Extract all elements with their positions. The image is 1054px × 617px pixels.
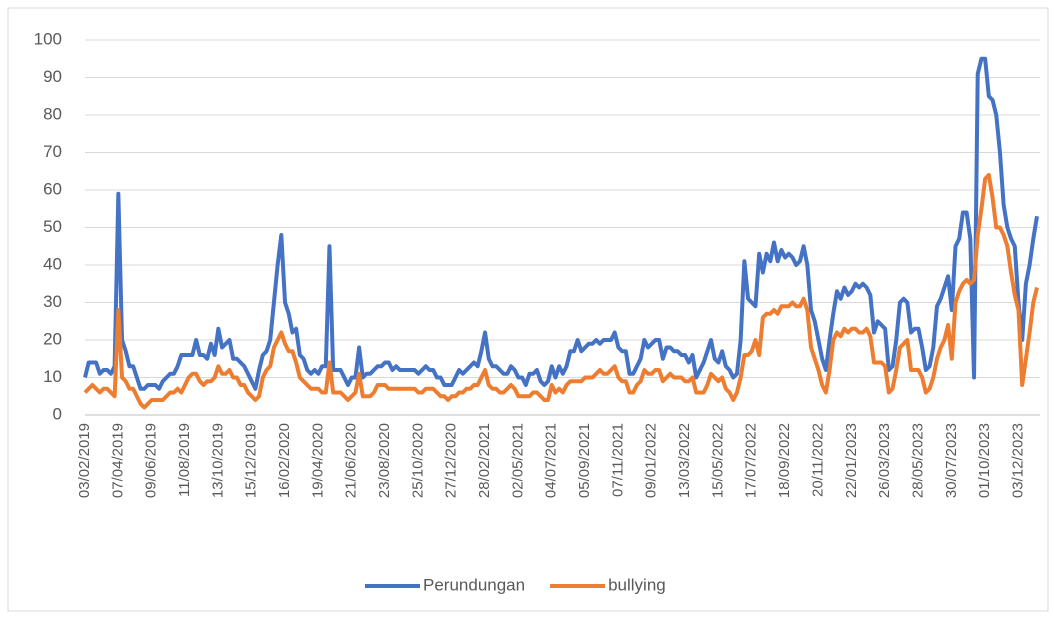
x-tick-label: 05/09/2021 bbox=[576, 423, 593, 498]
chart-border bbox=[7, 7, 1049, 612]
x-tick-label: 28/02/2021 bbox=[476, 423, 493, 498]
y-tick-label: 0 bbox=[53, 404, 62, 423]
x-tick-label: 13/10/2019 bbox=[209, 423, 226, 498]
x-tick-label: 03/02/2019 bbox=[76, 423, 93, 498]
x-tick-label: 23/08/2020 bbox=[376, 423, 393, 498]
y-tick-label: 80 bbox=[43, 104, 62, 123]
y-tick-label: 20 bbox=[43, 329, 62, 348]
x-tick-label: 01/10/2023 bbox=[976, 423, 993, 498]
x-tick-label: 25/10/2020 bbox=[409, 423, 426, 498]
legend-label: bullying bbox=[608, 575, 666, 594]
series-line bbox=[83, 56, 1039, 391]
x-tick-label: 04/07/2021 bbox=[543, 423, 560, 498]
y-tick-label: 90 bbox=[43, 67, 62, 86]
x-tick-label: 07/11/2021 bbox=[609, 423, 626, 497]
y-tick-label: 10 bbox=[43, 367, 62, 386]
y-tick-label: 50 bbox=[43, 217, 62, 236]
y-tick-label: 100 bbox=[34, 29, 62, 48]
y-tick-label: 60 bbox=[43, 179, 62, 198]
x-tick-label: 07/04/2019 bbox=[109, 423, 126, 498]
x-tick-label: 13/03/2022 bbox=[676, 423, 693, 498]
x-tick-label: 30/07/2023 bbox=[943, 423, 960, 498]
y-tick-label: 70 bbox=[43, 142, 62, 161]
series-line bbox=[83, 173, 1039, 410]
x-tick-label: 11/08/2019 bbox=[176, 423, 193, 497]
x-tick-label: 09/01/2022 bbox=[643, 423, 660, 498]
x-tick-label: 15/05/2022 bbox=[709, 423, 726, 498]
x-tick-label: 20/11/2022 bbox=[809, 423, 826, 497]
x-tick-label: 03/12/2023 bbox=[1009, 423, 1026, 498]
y-tick-label: 40 bbox=[43, 254, 62, 273]
x-tick-label: 28/05/2023 bbox=[909, 423, 926, 498]
x-tick-label: 16/02/2020 bbox=[276, 423, 293, 498]
legend-label: Perundungan bbox=[423, 575, 525, 594]
x-tick-label: 26/03/2023 bbox=[876, 423, 893, 498]
x-tick-label: 22/01/2023 bbox=[843, 423, 860, 498]
x-tick-label: 18/09/2022 bbox=[776, 423, 793, 498]
x-tick-label: 02/05/2021 bbox=[509, 423, 526, 498]
x-tick-label: 17/07/2022 bbox=[743, 423, 760, 498]
x-tick-label: 21/06/2020 bbox=[343, 423, 360, 498]
x-tick-label: 15/12/2019 bbox=[243, 423, 260, 498]
x-tick-label: 27/12/2020 bbox=[443, 423, 460, 498]
x-tick-label: 09/06/2019 bbox=[143, 423, 160, 498]
x-tick-label: 19/04/2020 bbox=[309, 423, 326, 498]
y-tick-label: 30 bbox=[43, 292, 62, 311]
